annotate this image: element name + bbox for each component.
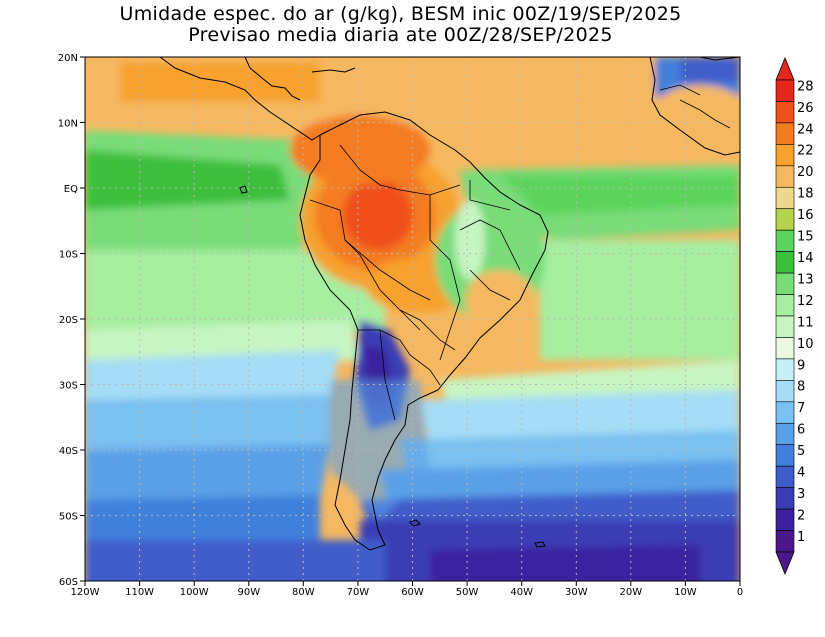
colorbar-label: 11: [797, 315, 814, 330]
lat-label: 10S: [59, 250, 78, 261]
colorbar-swatch: [775, 358, 795, 381]
gridlines: [85, 57, 740, 581]
lon-label: 50W: [456, 587, 479, 598]
colorbar-swatch: [775, 144, 795, 167]
colorbar-swatch: [775, 337, 795, 360]
lat-label: 10N: [58, 119, 78, 130]
lon-label: 60W: [401, 587, 424, 598]
colorbar-label: 13: [797, 272, 814, 287]
colorbar-label: 12: [797, 294, 814, 309]
lon-label: 80W: [292, 587, 315, 598]
colorbar-swatch: [775, 315, 795, 338]
lon-label: 40W: [510, 587, 533, 598]
lat-label: EQ: [64, 184, 78, 195]
colorbar-label: 18: [797, 187, 814, 202]
colorbar-label: 9: [797, 358, 805, 373]
colorbar-swatch: [775, 422, 795, 446]
colorbar-label: 3: [797, 487, 805, 502]
colorbar-label: 15: [797, 230, 814, 245]
longitude-labels: 120W 110W 100W 90W 80W 70W 60W 50W 40W 3…: [71, 587, 744, 598]
colorbar-label: 20: [797, 165, 814, 180]
colorbar-label: 8: [797, 380, 805, 395]
colorbar-swatch: [775, 122, 795, 145]
lon-label: 120W: [71, 587, 100, 598]
colorbar-label: 10: [797, 337, 814, 352]
lon-label: 110W: [125, 587, 154, 598]
colorbar-label: 22: [797, 144, 814, 159]
lat-label: 50S: [59, 512, 78, 523]
lon-label: 0: [737, 587, 743, 598]
colorbar-swatch: [775, 272, 795, 295]
colorbar-label: 24: [797, 122, 814, 137]
colorbar-swatch: [775, 208, 795, 231]
colorbar-label: 28: [797, 79, 814, 94]
colorbar-swatch: [775, 380, 795, 403]
colorbar-swatch: [775, 229, 795, 252]
lon-label: 100W: [180, 587, 209, 598]
colorbar-bottom-arrow: [775, 551, 795, 576]
colorbar-top-arrow: [775, 56, 795, 81]
lon-label: 70W: [347, 587, 370, 598]
colorbar-label: 2: [797, 508, 805, 523]
lat-label: 30S: [59, 381, 78, 392]
lat-label: 20S: [59, 315, 78, 326]
colorbar-swatch: [775, 165, 795, 188]
lon-label: 20W: [619, 587, 642, 598]
colorbar-label: 4: [797, 466, 805, 481]
title-line-2: Previsao media diaria ate 00Z/28/SEP/202…: [188, 24, 613, 46]
colorbar-swatch: [775, 401, 795, 424]
colorbar-label: 14: [797, 251, 814, 266]
specific-humidity-field: [85, 57, 740, 581]
lat-label: 60S: [59, 577, 78, 588]
lat-label: 20N: [58, 53, 78, 64]
latitude-labels: 20N 10N EQ 10S 20S 30S 40S 50S 60S: [58, 53, 78, 588]
colorbar-swatch: [775, 251, 795, 274]
lon-label: 30W: [565, 587, 588, 598]
colorbar-swatch: [775, 530, 795, 553]
axis-ticks: [80, 56, 741, 586]
colorbar: 28 26 24 22 20 18 16 15 14 13 12 11 10 9 8 7 6 5 4 3 2 1: [775, 56, 814, 576]
colorbar-label: 26: [797, 101, 814, 116]
colorbar-swatch: [775, 444, 795, 467]
colorbar-label: 16: [797, 208, 814, 223]
colorbar-label: 5: [797, 444, 805, 459]
colorbar-swatch: [775, 101, 795, 124]
colorbar-label: 7: [797, 401, 805, 416]
lat-label: 40S: [59, 446, 78, 457]
colorbar-swatch: [775, 508, 795, 531]
colorbar-swatch: [775, 294, 795, 317]
colorbar-swatch: [775, 79, 795, 102]
colorbar-swatch: [775, 487, 795, 510]
coastlines: [159, 57, 740, 551]
colorbar-label: 6: [797, 423, 805, 438]
colorbar-swatch: [775, 465, 795, 488]
colorbar-swatch: [775, 186, 795, 210]
colorbar-label: 1: [797, 530, 805, 545]
title-line-1: Umidade espec. do ar (g/kg), BESM inic 0…: [119, 3, 682, 25]
lon-label: 10W: [674, 587, 697, 598]
country-borders: [309, 84, 731, 421]
lon-label: 90W: [237, 587, 260, 598]
